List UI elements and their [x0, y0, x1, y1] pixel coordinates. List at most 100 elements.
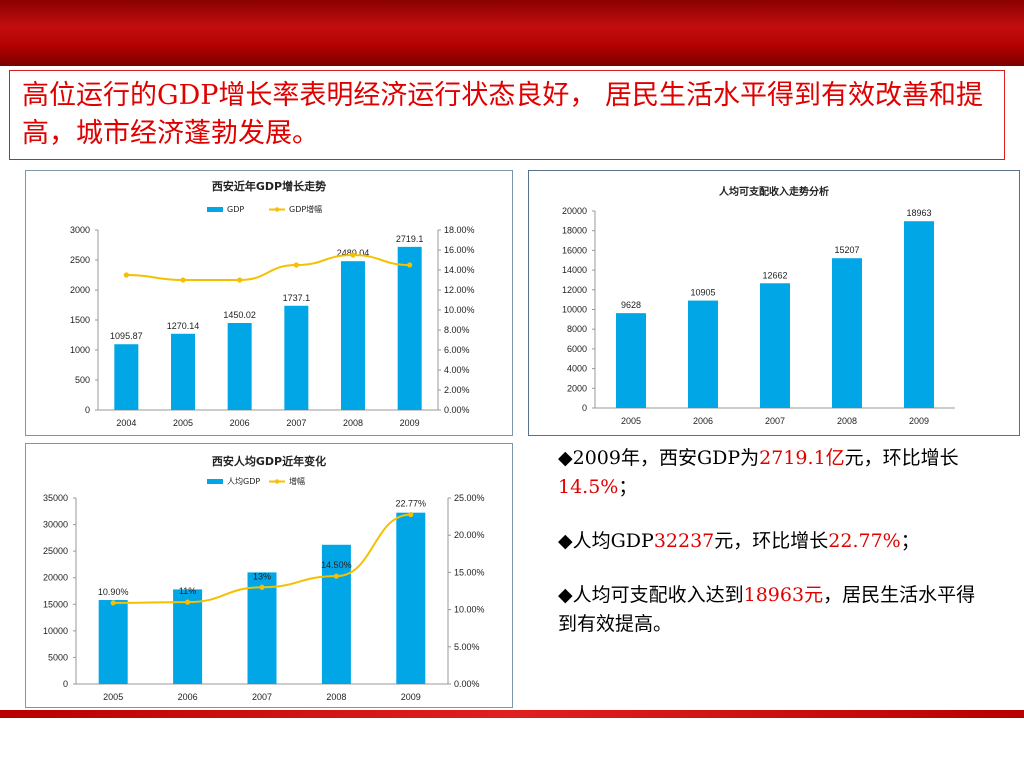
y-tick-label: 4000: [567, 364, 587, 374]
y-tick-label: 0: [85, 405, 90, 415]
legend-item: 人均GDP: [207, 476, 260, 486]
y-tick-label: 5000: [48, 652, 68, 662]
x-tick-label: 2008: [343, 418, 363, 428]
bar: [284, 305, 309, 410]
y-tick-label: 0: [63, 679, 68, 689]
data-label: 15207: [834, 245, 859, 255]
y-tick-label: 1500: [70, 315, 90, 325]
bar: [832, 258, 862, 408]
x-tick-label: 2004: [116, 418, 136, 428]
data-label: 1737.1: [283, 293, 311, 303]
bullet-text: 元，环比增长: [844, 447, 959, 469]
x-tick-label: 2006: [693, 416, 713, 426]
bar: [114, 344, 139, 410]
data-label: 2719.1: [396, 234, 424, 244]
y2-tick-label: 16.00%: [444, 245, 475, 255]
bullet-text: ◆人均可支配收入达到: [558, 584, 744, 606]
legend-item: GDP增幅: [269, 204, 322, 214]
data-label: 1095.87: [110, 331, 143, 341]
y2-tick-label: 5.00%: [454, 642, 480, 652]
bar: [688, 300, 718, 408]
bullet-text: ；: [618, 476, 638, 498]
y2-tick-label: 4.00%: [444, 365, 470, 375]
data-label: 1450.02: [223, 310, 256, 320]
x-tick-label: 2009: [401, 692, 421, 702]
disposable-income-chart: 人均可支配收入走势分析 0 2000 4000 6000 8000 10000 12000 14…: [528, 170, 1020, 436]
y-tick-label: 12000: [562, 285, 587, 295]
line-point: [259, 584, 265, 590]
bar: [396, 512, 426, 684]
footer-band: [0, 710, 1024, 718]
y-tick-label: 500: [75, 375, 90, 385]
series-line: [126, 253, 410, 281]
line-point: [333, 573, 339, 579]
chart-title: 西安人均GDP近年变化: [212, 454, 326, 468]
bullet-text: ◆2009年，西安GDP为: [558, 447, 760, 469]
bar: [171, 333, 195, 410]
y-tick-label: 1000: [70, 345, 90, 355]
y2-tick-label: 2.00%: [444, 385, 470, 395]
line-point: [407, 262, 413, 268]
y2-tick-label: 6.00%: [444, 345, 470, 355]
line-point: [408, 511, 414, 518]
y2-tick-label: 10.00%: [454, 605, 485, 615]
bullet-text: ；: [900, 530, 920, 552]
line-point: [293, 262, 299, 268]
bullet-item-income: ◆人均可支配收入达到18963元，居民生活水平得到有效提高。: [558, 581, 988, 639]
x-tick-label: 2008: [326, 692, 346, 702]
y-tick-label: 2000: [70, 285, 90, 295]
y-tick-label: 15000: [43, 599, 68, 609]
x-tick-label: 2007: [252, 692, 272, 702]
line-point: [237, 277, 243, 283]
legend-swatch-point: [274, 207, 280, 212]
data-label: 1270.14: [167, 321, 200, 331]
bar: [904, 221, 934, 408]
bullet-item-per-capita-gdp: ◆人均GDP32237元，环比增长22.77%；: [558, 527, 988, 556]
bar: [760, 283, 790, 408]
y-tick-label: 6000: [567, 344, 587, 354]
y-tick-label: 10000: [43, 626, 68, 636]
bar: [173, 589, 203, 684]
x-tick-label: 2005: [621, 416, 641, 426]
bar: [341, 261, 365, 410]
y-tick-label: 20000: [562, 206, 587, 216]
line-point: [180, 277, 186, 283]
data-label: 18963: [906, 208, 931, 218]
bullet-text: ，居民生活水平得到有效提高。: [558, 584, 976, 635]
x-tick-label: 2007: [765, 416, 785, 426]
line-point: [350, 252, 356, 258]
y-tick-label: 35000: [43, 493, 68, 503]
x-tick-label: 2005: [173, 418, 193, 428]
series-line: [113, 513, 411, 604]
data-label: 10.90%: [98, 587, 129, 597]
y-tick-label: 30000: [43, 520, 68, 530]
y2-tick-label: 0.00%: [444, 405, 470, 415]
chart-title: 西安近年GDP增长走势: [212, 179, 326, 193]
data-label: 14.50%: [321, 560, 352, 570]
legend-swatch: [207, 207, 223, 212]
legend-label: GDP增幅: [289, 204, 322, 214]
legend-label: 增幅: [289, 476, 305, 486]
y-tick-label: 0: [582, 403, 587, 413]
y2-tick-label: 20.00%: [454, 530, 485, 540]
y-tick-label: 25000: [43, 546, 68, 556]
legend-item: 增幅: [269, 476, 305, 486]
y2-tick-label: 14.00%: [444, 265, 475, 275]
chart-svg: 西安近年GDP增长走势 0 500 1000 1500 2000 2500 3000 0.00%…: [70, 179, 475, 428]
bar: [397, 246, 422, 410]
y2-tick-label: 25.00%: [454, 493, 485, 503]
per-capita-growth-value: 22.77%: [828, 530, 901, 552]
y-tick-label: 16000: [562, 245, 587, 255]
data-label: 12662: [762, 270, 787, 280]
y-tick-label: 2000: [567, 383, 587, 393]
data-label: 13%: [253, 571, 271, 581]
bar: [247, 572, 277, 684]
gdp-trend-chart: 西安近年GDP增长走势 0 500 1000 1500 2000 2500 3000 0.00%…: [25, 170, 513, 436]
y-tick-label: 3000: [70, 225, 90, 235]
bullet-text: 元，环比增长: [714, 530, 829, 552]
legend-label: 人均GDP: [227, 476, 260, 486]
bullet-list: ◆2009年，西安GDP为2719.1亿元，环比增长14.5%； ◆人均GDP3…: [558, 444, 988, 664]
title-box: 高位运行的GDP增长率表明经济运行状态良好， 居民生活水平得到有效改善和提高，城…: [9, 70, 1005, 160]
y2-tick-label: 0.00%: [454, 679, 480, 689]
data-label: 10905: [690, 288, 715, 298]
